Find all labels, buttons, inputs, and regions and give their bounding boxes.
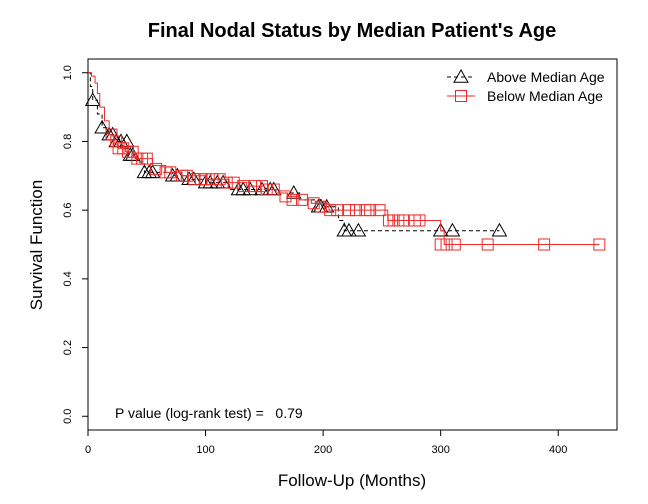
censor-point (440, 238, 453, 251)
censor-point (314, 200, 327, 213)
censor-point (342, 204, 355, 217)
censor-point (140, 152, 153, 165)
censor-point (260, 183, 273, 196)
censor-point (213, 173, 226, 186)
censor-point (538, 238, 551, 251)
x-tick-label: 300 (431, 444, 449, 456)
y-axis: 0.0 0.2 0.4 0.6 0.8 1.0 (62, 65, 88, 424)
legend: Above Median Age Below Median Age (447, 68, 605, 104)
y-axis-label: Survival Function (27, 180, 46, 310)
censor-point (432, 222, 449, 237)
censor-point (227, 176, 240, 189)
censor-point (444, 222, 461, 237)
censor-point (117, 142, 130, 155)
censor-point (331, 204, 344, 217)
censor-point (307, 197, 320, 210)
censor-point (255, 180, 268, 193)
censor-point (94, 119, 110, 134)
censor-point (286, 193, 299, 206)
censor-point (413, 214, 426, 227)
series-2 (88, 72, 606, 251)
legend-marker (455, 90, 467, 102)
x-tick-label: 100 (196, 444, 214, 456)
y-tick-label: 1.0 (62, 65, 74, 80)
censor-point (199, 173, 212, 186)
censor-point (397, 214, 410, 227)
survival-curve (88, 72, 500, 232)
plot-frame (87, 58, 618, 431)
legend-item: Below Median Age (447, 88, 603, 104)
y-tick-label: 0.2 (62, 340, 74, 355)
censor-point (267, 183, 280, 196)
censor-point (242, 181, 259, 196)
censor-point (164, 166, 177, 179)
censor-point (593, 238, 606, 251)
censor-point (180, 169, 193, 182)
censor-point (220, 176, 233, 189)
y-tick-label: 0.8 (62, 134, 74, 149)
censor-point (373, 204, 386, 217)
censor-point (187, 173, 200, 186)
censor-point (237, 180, 250, 193)
censor-point (350, 222, 367, 237)
series-layer (84, 72, 606, 251)
p-value-annotation: P value (log-rank test) = 0.79 (115, 405, 303, 421)
legend-label: Below Median Age (487, 88, 603, 104)
censor-point (364, 204, 377, 217)
legend-label: Above Median Age (487, 69, 605, 85)
x-tick-label: 0 (85, 444, 91, 456)
legend-marker (453, 68, 469, 83)
censor-point (126, 145, 139, 158)
x-axis: 0 100 200 300 400 (85, 430, 567, 456)
censor-point (481, 238, 494, 251)
chart-title: Final Nodal Status by Median Patient's A… (148, 20, 557, 42)
survival-curve (88, 72, 600, 245)
censor-point (295, 193, 308, 206)
censor-point (206, 173, 219, 186)
y-tick-label: 0.0 (62, 409, 74, 424)
censor-point (350, 204, 363, 217)
series-1 (84, 72, 508, 237)
censor-point (285, 184, 302, 199)
y-tick-label: 0.4 (62, 271, 74, 286)
x-tick-label: 400 (549, 444, 567, 456)
censor-point (491, 222, 508, 237)
censor-point (448, 238, 461, 251)
censor-point (144, 164, 161, 179)
censor-point (324, 204, 337, 217)
censor-point (279, 190, 292, 203)
censor-point (150, 162, 163, 175)
censor-point (110, 135, 123, 148)
censor-point (341, 222, 357, 237)
x-axis-label: Follow-Up (Months) (278, 471, 426, 490)
legend-item: Above Median Age (447, 68, 605, 85)
censor-point (105, 128, 118, 141)
censor-point (84, 92, 101, 106)
y-tick-label: 0.6 (62, 202, 74, 217)
x-tick-label: 200 (314, 444, 332, 456)
censor-point (248, 180, 261, 193)
